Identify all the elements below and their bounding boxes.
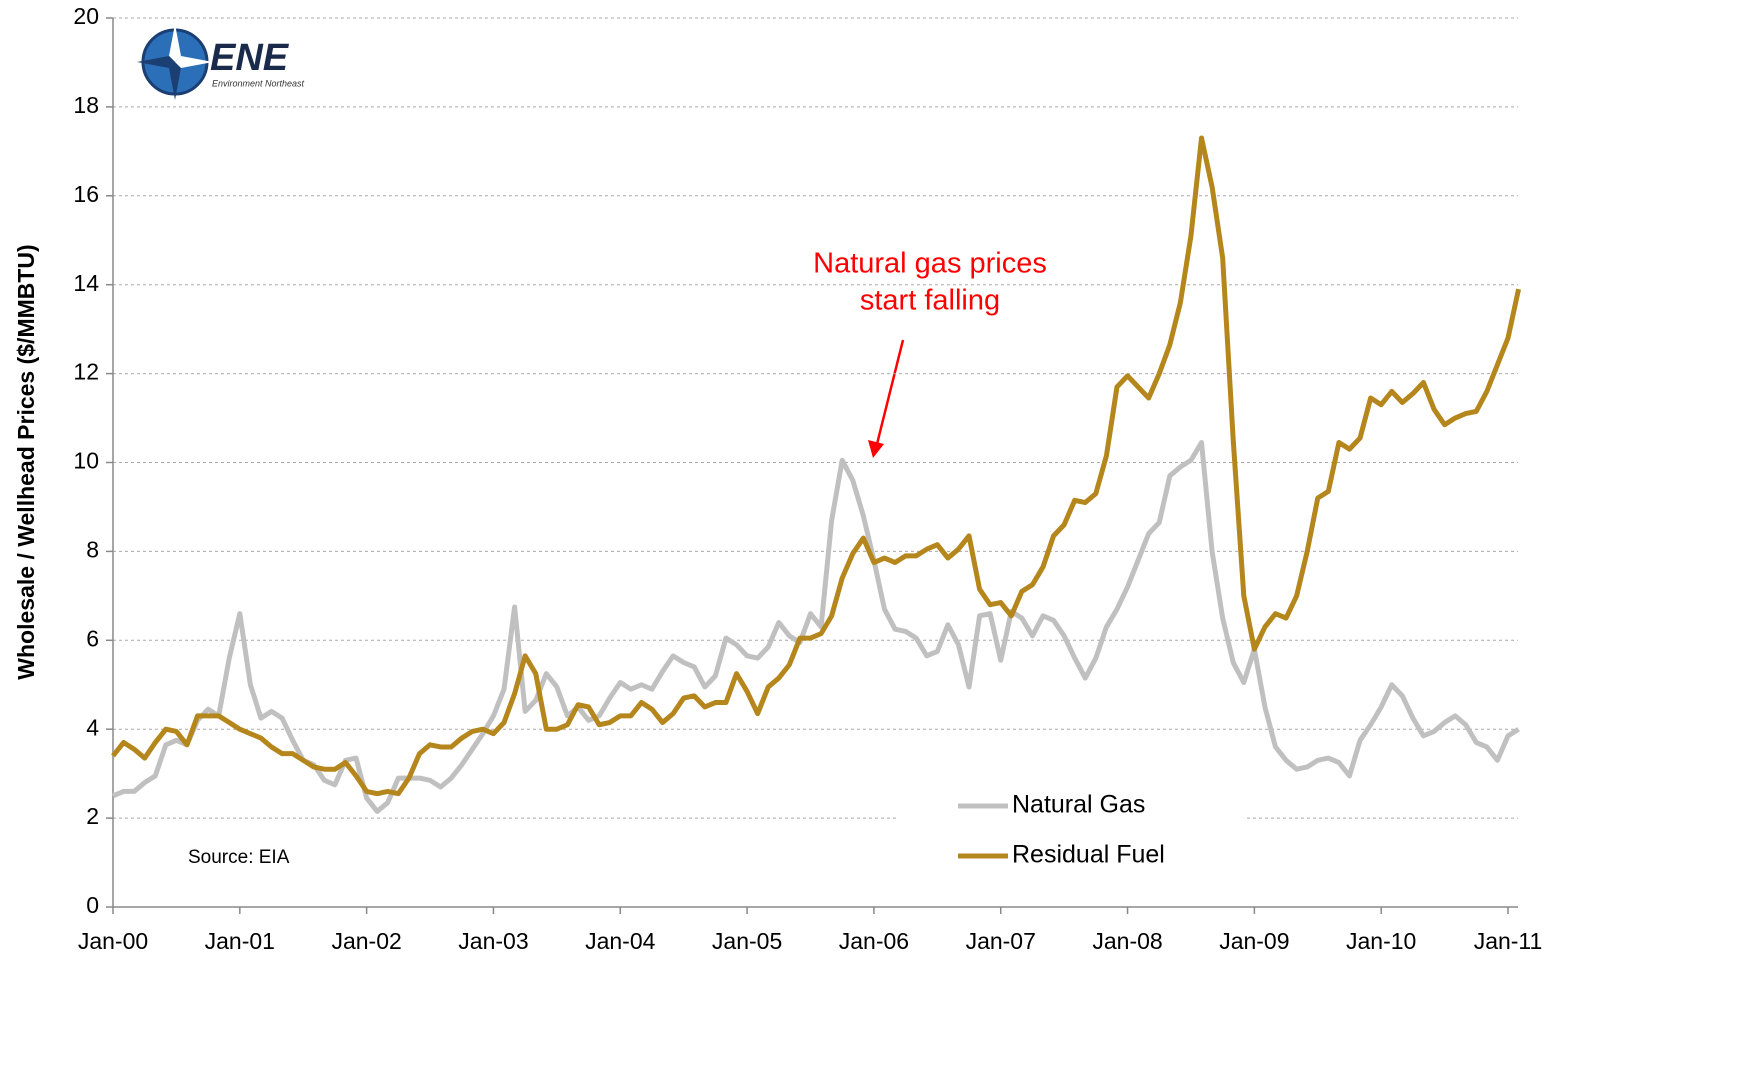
y-axis-label: Wholesale / Wellhead Prices ($/MMBTU) [13, 244, 39, 679]
logo-subtitle: Environment Northeast [212, 78, 305, 88]
logo-needle [169, 62, 181, 100]
logo-text: ENE [210, 37, 290, 79]
series-line [111, 135, 1522, 797]
y-tick-label: 2 [86, 803, 99, 829]
y-tick-label: 14 [73, 270, 99, 296]
x-tick-label: Jan-11 [1474, 928, 1543, 954]
x-tick-label: Jan-10 [1346, 928, 1416, 954]
x-tick-label: Jan-03 [458, 928, 528, 954]
y-tick-label: 16 [73, 181, 99, 207]
x-tick-label: Jan-07 [966, 928, 1036, 954]
y-tick-label: 20 [73, 3, 99, 29]
y-tick-label: 10 [73, 448, 99, 474]
annotation-arrowhead [868, 440, 884, 458]
x-tick-label: Jan-06 [839, 928, 909, 954]
x-tick-label: Jan-09 [1219, 928, 1289, 954]
y-tick-label: 0 [86, 892, 99, 918]
legend-label: Residual Fuel [1012, 841, 1165, 869]
x-tick-label: Jan-00 [78, 928, 148, 954]
annotation: start falling [860, 285, 1000, 317]
y-tick-label: 18 [73, 92, 99, 118]
annotation-arrow [874, 339, 905, 449]
logo-needle [169, 24, 181, 62]
x-tick-label: Jan-08 [1092, 928, 1162, 954]
y-tick-label: 4 [86, 714, 99, 740]
legend-label: Natural Gas [1012, 791, 1145, 819]
x-tick-label: Jan-04 [585, 928, 656, 954]
annotation: Natural gas prices [813, 248, 1047, 280]
plot: 0 2 4 6 8 10 12 14 16 18 20 Jan-00 Jan-01 Jan-02 Jan-0… [73, 3, 1542, 954]
logo-needle [137, 56, 175, 68]
y-tick-label: 6 [86, 625, 99, 651]
logo: ENE Environment Northeast [137, 24, 305, 100]
y-tick-label: 12 [73, 359, 99, 385]
x-tick-label: Jan-05 [712, 928, 782, 954]
x-tick-label: Jan-01 [205, 928, 275, 954]
source: Source: EIA [188, 847, 290, 868]
x-tick-label: Jan-02 [331, 928, 401, 954]
logo-needle [175, 56, 213, 68]
legend-background [898, 781, 1246, 881]
series-line [112, 440, 1520, 814]
y-tick-label: 8 [86, 536, 99, 562]
